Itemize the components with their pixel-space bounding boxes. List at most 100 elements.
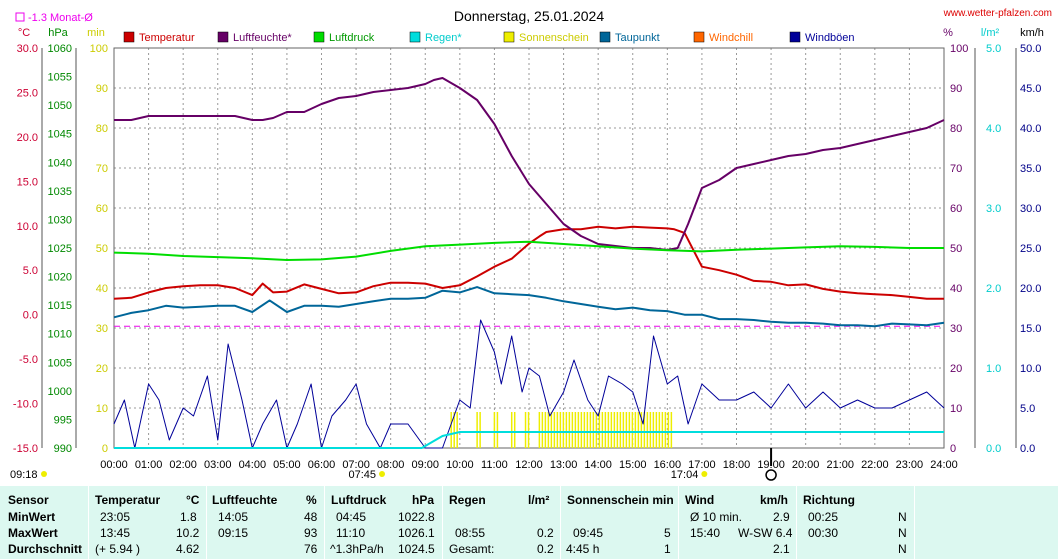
- minutes-tick-label: 60: [96, 203, 108, 215]
- rain-tick-label: 0.0: [986, 443, 1001, 455]
- series-line-luftfeuchte: [114, 77, 945, 251]
- pressure-tick-label: 1025: [48, 243, 72, 255]
- legend-label: Luftdruck: [329, 32, 375, 44]
- minutes-tick-label: 10: [96, 403, 108, 415]
- max-dir-value: N: [898, 526, 907, 540]
- max-press-value: 1026.1: [398, 526, 435, 540]
- humidity-tick-label: 10: [950, 403, 962, 415]
- sunset-icon: [701, 471, 708, 477]
- humidity-tick-label: 0: [950, 443, 956, 455]
- legend-swatch: [789, 31, 801, 43]
- monat-legend-marker: [15, 12, 25, 22]
- rain-tick-label: 5.0: [986, 43, 1001, 55]
- legend-label: Taupunkt: [615, 32, 660, 44]
- avg-wind-value: 2.1: [773, 542, 790, 556]
- min-press-time: 04:45: [336, 510, 367, 524]
- series-line-taupunkt: [113, 286, 945, 328]
- min-hum-time: 14:05: [218, 510, 249, 524]
- avg-press-value: 1024.5: [398, 542, 435, 556]
- row-label-durchschnitt: Durchschnitt: [8, 542, 83, 556]
- min-dir-value: N: [898, 510, 907, 524]
- humidity-tick-label: 50: [950, 243, 962, 255]
- table-header-sensor: Sensor: [8, 493, 49, 507]
- table-header-luftfeuchte-unit: %: [306, 493, 317, 507]
- table-divider: [324, 486, 325, 559]
- temperature-tick-label: 30.0: [17, 43, 38, 55]
- min-wind-value: 2.9: [773, 510, 790, 524]
- max-wind-time: 15:40: [690, 526, 721, 540]
- summary-table: [0, 486, 1058, 559]
- x-tick-label: 03:00: [204, 459, 232, 471]
- sunrise-icon: [379, 471, 386, 477]
- series-line-regen: [114, 431, 944, 449]
- start-sun-icon: [41, 471, 47, 477]
- pressure-tick-label: 1055: [48, 72, 72, 84]
- legend-swatch: [693, 31, 705, 43]
- min-temp-value: 1.8: [180, 510, 197, 524]
- table-header-regen: Regen: [449, 493, 486, 507]
- min-hum-value: 48: [304, 510, 318, 524]
- wind-tick-label: 25.0: [1020, 243, 1041, 255]
- pressure-tick-label: 1000: [48, 386, 72, 398]
- wind-tick-label: 0.0: [1020, 443, 1035, 455]
- temperature-tick-label: -15.0: [13, 443, 38, 455]
- x-tick-label: 00:00: [100, 459, 128, 471]
- unit-wind: km/h: [1020, 27, 1044, 39]
- legend-label: Sonnenschein: [519, 32, 589, 44]
- series-line-windböen: [113, 319, 945, 449]
- avg-dir-value: N: [898, 542, 907, 556]
- temperature-tick-label: 25.0: [17, 87, 38, 99]
- max-hum-value: 93: [304, 526, 318, 540]
- x-tick-label: 20:00: [792, 459, 820, 471]
- chart-title: Donnerstag, 25.01.2024: [454, 8, 604, 24]
- x-tick-label: 11:00: [481, 459, 508, 471]
- table-divider: [206, 486, 207, 559]
- pressure-tick-label: 1045: [48, 129, 72, 141]
- table-header-luftdruck: Luftdruck: [331, 493, 387, 507]
- wind-tick-label: 50.0: [1020, 43, 1041, 55]
- pressure-tick-label: 1050: [48, 100, 72, 112]
- legend-label: Windböen: [805, 32, 855, 44]
- pressure-tick-label: 1030: [48, 214, 72, 226]
- pressure-tick-label: 1040: [48, 157, 72, 169]
- min-wind-label: Ø 10 min.: [690, 510, 743, 524]
- avg-hum-value: 76: [304, 542, 318, 556]
- wind-tick-label: 20.0: [1020, 283, 1041, 295]
- minutes-tick-label: 0: [102, 443, 108, 455]
- wind-tick-label: 30.0: [1020, 203, 1041, 215]
- table-header-temperatur: Temperatur: [95, 493, 161, 507]
- temperature-tick-label: 20.0: [17, 132, 38, 144]
- x-tick-label: 09:00: [411, 459, 439, 471]
- x-tick-label: 07:00: [342, 459, 370, 471]
- table-divider: [678, 486, 679, 559]
- row-label-minwert: MinWert: [8, 510, 56, 524]
- avg-temp-trend: (+ 5.94 ): [95, 542, 141, 556]
- humidity-tick-label: 100: [950, 43, 968, 55]
- min-dir-time: 00:25: [808, 510, 839, 524]
- temperature-tick-label: 0.0: [23, 310, 38, 322]
- x-tick-label: 15:00: [619, 459, 647, 471]
- table-divider: [442, 486, 443, 559]
- x-tick-label: 10:00: [446, 459, 474, 471]
- humidity-tick-label: 30: [950, 323, 962, 335]
- x-tick-label: 01:00: [135, 459, 163, 471]
- max-temp-value: 10.2: [176, 526, 200, 540]
- unit-minutes: min: [87, 27, 105, 39]
- x-tick-label: 17:00: [688, 459, 716, 471]
- weather-chart: 30.0 25.0 20.0 15.0 10.0 5.0 0.0 -5.0 -10.0 -15.0…: [10, 8, 1052, 481]
- rain-tick-label: 4.0: [986, 123, 1001, 135]
- humidity-tick-label: 70: [950, 163, 962, 175]
- max-rain-value: 0.2: [537, 526, 554, 540]
- wind-tick-label: 15.0: [1020, 323, 1041, 335]
- max-sun-time: 09:45: [573, 526, 604, 540]
- pressure-tick-label: 1035: [48, 186, 72, 198]
- x-tick-label: 05:00: [273, 459, 301, 471]
- avg-press-trend: ^1.3hPa/h: [330, 542, 384, 556]
- max-dir-time: 00:30: [808, 526, 839, 540]
- pressure-tick-label: 1015: [48, 300, 72, 312]
- max-hum-time: 09:15: [218, 526, 249, 540]
- table-header-wind-unit: km/h: [760, 493, 789, 507]
- min-press-value: 1022.8: [398, 510, 435, 524]
- sunrise-time: 07:45: [348, 469, 376, 481]
- wind-tick-label: 5.0: [1020, 403, 1035, 415]
